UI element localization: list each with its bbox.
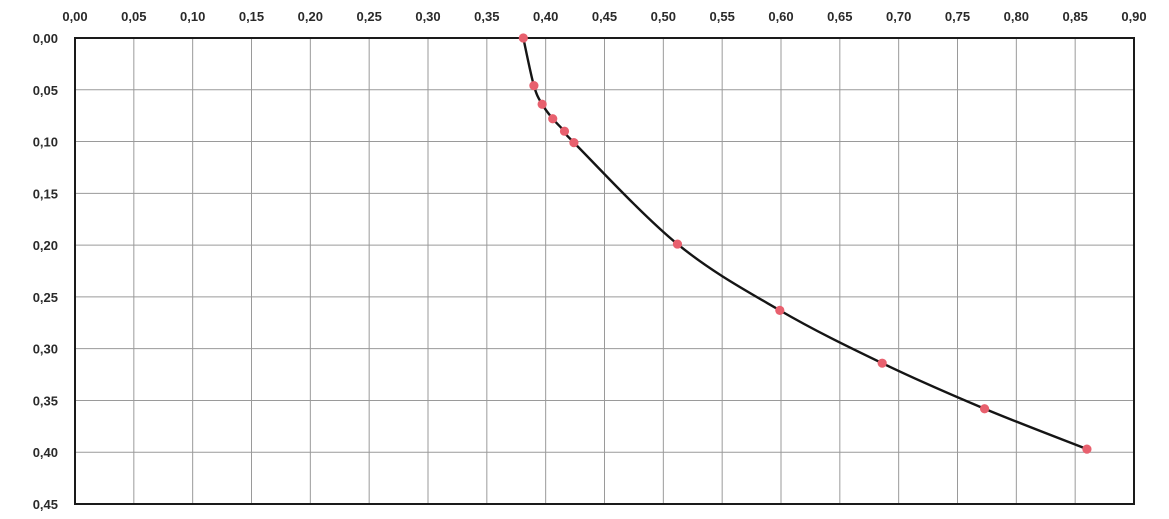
x-tick-label: 0,25	[357, 9, 382, 24]
x-tick-label: 0,30	[415, 9, 440, 24]
data-point	[569, 137, 579, 148]
x-tick-label: 0,60	[768, 9, 793, 24]
x-tick-label: 0,20	[298, 9, 323, 24]
x-tick-label: 0,65	[827, 9, 852, 24]
x-tick-label: 0,90	[1121, 9, 1146, 24]
plot-frame	[74, 37, 1135, 505]
data-point	[548, 114, 558, 124]
data-point	[529, 81, 539, 91]
x-tick-label: 0,05	[121, 9, 146, 24]
x-tick-label: 0,55	[710, 9, 735, 24]
series-line	[522, 36, 1089, 451]
y-tick-label: 0,45	[33, 497, 58, 512]
y-tick-label: 0,00	[33, 31, 58, 46]
y-tick-label: 0,25	[33, 290, 58, 305]
x-tick-label: 0,45	[592, 9, 617, 24]
y-tick-label: 0,20	[33, 238, 58, 253]
x-tick-label: 0,70	[886, 9, 911, 24]
x-tick-label: 0,15	[239, 9, 264, 24]
series	[518, 33, 1092, 454]
y-tick-label: 0,35	[33, 393, 58, 408]
x-tick-label: 0,85	[1063, 9, 1088, 24]
y-tick-label: 0,40	[33, 445, 58, 460]
data-point	[672, 239, 683, 249]
data-point	[877, 358, 887, 368]
data-point	[775, 305, 785, 315]
y-tick-label: 0,15	[33, 186, 58, 201]
data-point	[559, 126, 570, 136]
x-tick-label: 0,80	[1004, 9, 1029, 24]
data-point	[979, 404, 990, 414]
x-tick-label: 0,10	[180, 9, 205, 24]
y-tick-label: 0,10	[33, 135, 58, 150]
y-tick-label: 0,30	[33, 342, 58, 357]
y-tick-label: 0,05	[33, 83, 58, 98]
x-tick-label: 0,35	[474, 9, 499, 24]
x-tick-label: 0,50	[651, 9, 676, 24]
x-tick-label: 0,40	[533, 9, 558, 24]
data-point	[1082, 444, 1092, 454]
x-tick-label: 0,75	[945, 9, 970, 24]
data-point	[518, 33, 528, 43]
grid	[75, 38, 1134, 504]
axes: 0,00 0,05 0,10 0,15 0,20 0,25 0,30 0,35 0,40 0,45…	[33, 9, 1147, 512]
data-point	[537, 99, 547, 109]
x-tick-label: 0,00	[62, 9, 87, 24]
